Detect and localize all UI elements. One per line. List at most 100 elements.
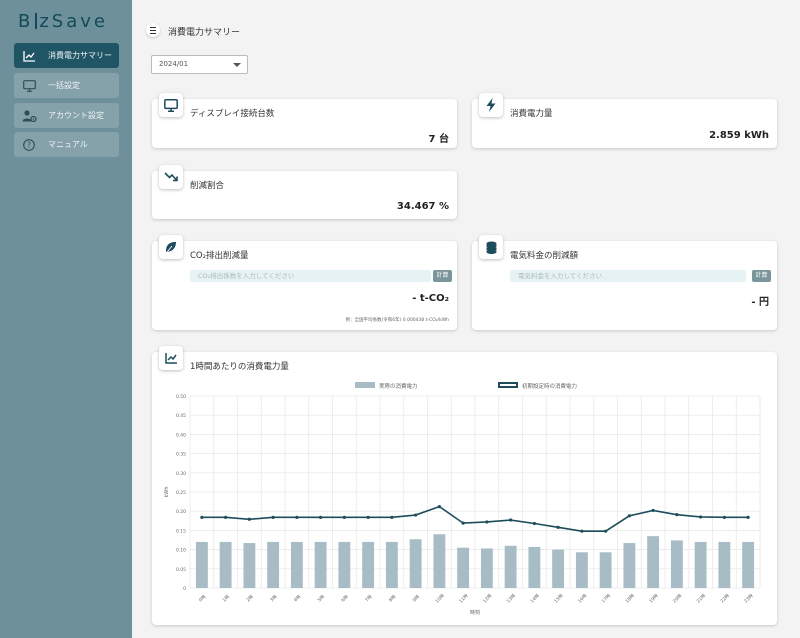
bolt-icon (479, 93, 503, 117)
monitor-icon (21, 78, 37, 94)
y-axis-label: kWh (164, 486, 170, 497)
line-point (722, 515, 726, 519)
line-point (675, 513, 679, 517)
legend-swatch-actual (355, 382, 375, 388)
y-tick-label: 0.45 (176, 413, 186, 419)
bar (694, 541, 707, 588)
bar (623, 543, 636, 588)
cost-calculate-button[interactable]: 計算 (752, 270, 771, 282)
co2-calculate-button[interactable]: 計算 (433, 270, 452, 282)
bar (338, 541, 351, 588)
card-title: ディスプレイ接続台数 (190, 109, 275, 119)
line-point (485, 520, 489, 524)
x-tick-label: 17時 (601, 593, 613, 605)
hourly-power-chart-card: 1時間あたりの消費電力量 実際の消費電力 初期設定時の消費電力 0 0.05 0.1… (152, 346, 777, 625)
y-tick-label: 0.05 (176, 567, 186, 573)
x-tick-label: 20時 (672, 593, 684, 605)
y-tick-label: 0.35 (176, 452, 186, 458)
legend-label-actual: 実際の消費電力 (379, 384, 418, 390)
line-point (366, 515, 370, 519)
hourly-power-chart: 0 0.05 0.10 0.15 0.20 0.25 0.30 0.35 0.40 0.45 0.5… (164, 394, 761, 616)
sidebar-item-label: アカウント設定 (48, 111, 104, 120)
line-point (200, 515, 204, 519)
bar (409, 539, 422, 588)
bar (552, 549, 565, 588)
x-tick-label: 8時 (388, 594, 398, 604)
bar (219, 541, 232, 588)
reduction-rate-value: 34.467 % (396, 201, 449, 212)
sidebar-item-label: 消費電力サマリー (48, 51, 112, 60)
card-title: CO₂排出削減量 (190, 251, 249, 261)
line-point (580, 529, 584, 533)
x-tick-label: 13時 (506, 593, 518, 605)
bar (480, 548, 493, 588)
x-tick-label: 22時 (719, 593, 731, 605)
card-title: 消費電力量 (510, 109, 553, 119)
sidebar-item-power-summary[interactable]: 消費電力サマリー (14, 43, 119, 68)
line-point (295, 515, 299, 519)
cost-reduction-value: - 円 (751, 297, 769, 308)
svg-text:?: ? (27, 140, 31, 149)
x-tick-label: 9時 (412, 594, 422, 604)
co2-factor-note: 例：全国平均係数(令和6年) 0.000438 t-CO₂/kWh (345, 318, 449, 323)
menu-toggle-button[interactable] (146, 23, 160, 37)
bar (362, 541, 375, 588)
x-axis-label: 時刻 (470, 609, 480, 616)
bar (267, 541, 280, 588)
line-point (699, 515, 703, 519)
y-tick-label: 0.15 (176, 528, 186, 534)
line-point (271, 515, 275, 519)
help-circle-icon: ? (21, 137, 37, 153)
chart-line-icon (159, 346, 183, 370)
electricity-rate-input[interactable]: 電気料金を入力してください (510, 270, 746, 282)
reduction-rate-card: 削減割合 34.467 % (152, 165, 457, 219)
y-tick-label: 0.20 (176, 509, 186, 515)
line-point (746, 515, 750, 519)
bar (599, 552, 612, 588)
month-select-value: 2024/01 (159, 60, 189, 68)
bar (670, 540, 683, 588)
line-point (532, 521, 536, 526)
chart-title: 1時間あたりの消費電力量 (190, 362, 289, 372)
sidebar-item-label: 一括設定 (48, 81, 80, 90)
bar (290, 541, 303, 588)
leaf-icon (159, 235, 183, 259)
x-tick-label: 12時 (482, 593, 494, 605)
legend-label-initial: 初期設定時の消費電力 (522, 384, 578, 390)
power-consumption-card: 消費電力量 2.859 kWh (472, 93, 777, 148)
line-point (556, 525, 560, 529)
power-consumption-value: 2.859 kWh (709, 130, 769, 141)
display-count-card: ディスプレイ接続台数 7 台 (152, 93, 457, 148)
bar (575, 552, 588, 588)
trend-down-icon (159, 165, 183, 189)
user-gear-icon (21, 108, 37, 124)
y-tick-label: 0.50 (176, 394, 186, 400)
chevron-down-icon (233, 63, 241, 67)
legend-swatch-initial (498, 382, 518, 388)
series-line (201, 505, 749, 532)
x-tick-label: 3時 (269, 594, 279, 604)
bar (385, 541, 398, 588)
bar (243, 543, 256, 588)
line-point (414, 513, 418, 517)
page-title: 消費電力サマリー (168, 28, 241, 38)
chart-line-icon (21, 48, 37, 64)
bar (528, 546, 541, 588)
bar (742, 541, 755, 588)
y-tick-label: 0 (183, 586, 186, 592)
x-tick-label: 19時 (648, 593, 660, 605)
sidebar-item-account-settings[interactable]: アカウント設定 (14, 103, 119, 128)
line-point (247, 517, 251, 521)
line-point (390, 515, 394, 519)
month-select[interactable]: 2024/01 (151, 55, 248, 74)
x-tick-label: 23時 (743, 593, 755, 605)
line-point (319, 515, 323, 519)
x-tick-label: 10時 (434, 593, 446, 605)
line-point (461, 521, 465, 525)
bar (504, 545, 517, 588)
sidebar-item-bulk-settings[interactable]: 一括設定 (14, 73, 119, 98)
bar (195, 541, 208, 588)
co2-factor-input[interactable]: CO₂排出係数を入力してください (190, 270, 431, 282)
sidebar-item-manual[interactable]: ? マニュアル (14, 132, 119, 157)
